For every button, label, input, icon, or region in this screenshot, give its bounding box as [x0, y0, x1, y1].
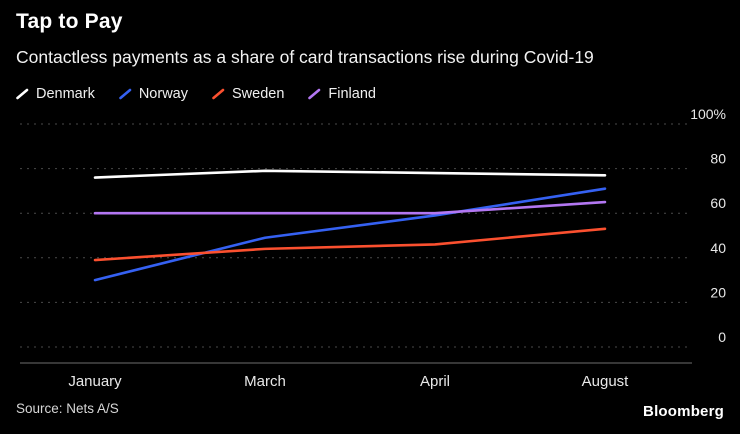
x-tick-label: March	[244, 373, 286, 390]
legend-marker-icon	[212, 88, 225, 100]
source-label: Source: Nets A/S	[16, 401, 119, 416]
bloomberg-logo: Bloomberg	[643, 403, 724, 420]
legend-item-finland: Finland	[308, 86, 376, 102]
legend: Denmark Norway Sweden Finland	[16, 86, 376, 102]
series-line-norway	[93, 187, 607, 282]
y-tick-label: 40	[710, 240, 726, 256]
x-tick-label: August	[582, 373, 630, 390]
legend-label: Finland	[328, 86, 376, 102]
legend-marker-icon	[308, 88, 321, 100]
legend-item-norway: Norway	[119, 86, 188, 102]
y-tick-label: 100%	[690, 106, 726, 122]
series-line-denmark	[93, 169, 607, 179]
x-tick-label: April	[420, 373, 450, 390]
legend-label: Denmark	[36, 86, 95, 102]
legend-item-sweden: Sweden	[212, 86, 284, 102]
legend-marker-icon	[16, 88, 29, 100]
y-tick-label: 80	[710, 151, 726, 167]
y-tick-label: 20	[710, 284, 726, 300]
legend-marker-icon	[119, 88, 132, 100]
chart-subtitle: Contactless payments as a share of card …	[16, 47, 594, 67]
y-tick-label: 60	[710, 195, 726, 211]
y-tick-label: 0	[718, 329, 726, 345]
legend-label: Sweden	[231, 86, 285, 102]
series-line-finland	[93, 200, 607, 215]
x-tick-label: January	[68, 373, 122, 390]
chart-title: Tap to Pay	[16, 10, 123, 33]
legend-item-denmark: Denmark	[16, 86, 95, 102]
legend-label: Norway	[138, 86, 188, 102]
series-line-sweden	[93, 227, 607, 262]
